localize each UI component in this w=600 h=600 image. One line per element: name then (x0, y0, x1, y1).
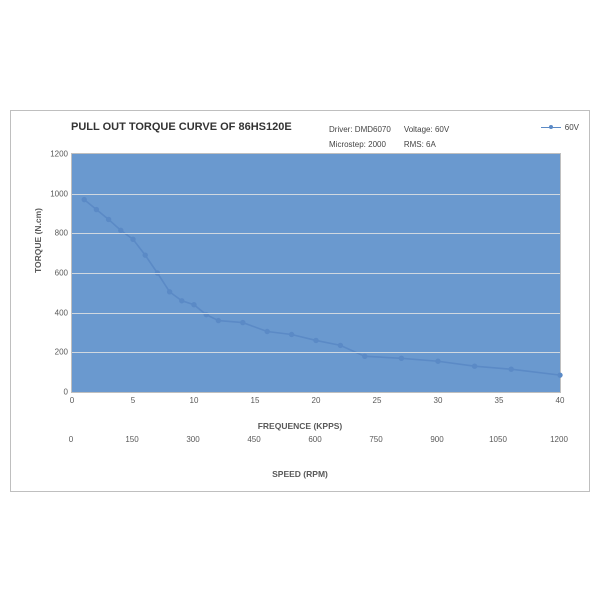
gridline (72, 233, 560, 234)
y-axis-label: TORQUE (N.cm) (33, 208, 43, 273)
meta-microstep-value: 2000 (368, 140, 386, 149)
data-marker (192, 303, 196, 307)
chart-frame: PULL OUT TORQUE CURVE OF 86HS120E Driver… (10, 110, 590, 492)
speed-tick: 300 (186, 435, 199, 444)
x-tick: 10 (190, 396, 199, 405)
y-tick: 1000 (50, 189, 68, 198)
data-marker (558, 373, 562, 377)
meta-rms-label: RMS: (404, 140, 424, 149)
gridline (72, 273, 560, 274)
speed-tick: 0 (69, 435, 73, 444)
meta-voltage-label: Voltage: (404, 125, 433, 134)
legend-marker-icon (541, 127, 561, 128)
x-tick: 30 (434, 396, 443, 405)
data-marker (472, 364, 476, 368)
x-tick: 20 (312, 396, 321, 405)
x-axis-label-speed: SPEED (RPM) (11, 469, 589, 479)
x-tick: 25 (373, 396, 382, 405)
series-line (84, 200, 560, 376)
speed-tick: 1200 (550, 435, 568, 444)
y-tick: 600 (55, 269, 68, 278)
y-tick: 400 (55, 308, 68, 317)
meta-driver-value: DMD6070 (355, 125, 391, 134)
data-marker (167, 290, 171, 294)
meta-voltage-value: 60V (435, 125, 449, 134)
speed-tick: 1050 (489, 435, 507, 444)
legend: 60V (541, 123, 579, 132)
x-tick: 40 (556, 396, 565, 405)
gridline (72, 194, 560, 195)
x-tick: 15 (251, 396, 260, 405)
gridline (72, 313, 560, 314)
data-marker (399, 356, 403, 360)
speed-tick: 750 (369, 435, 382, 444)
data-marker (509, 367, 513, 371)
speed-tick: 150 (125, 435, 138, 444)
x-tick: 5 (131, 396, 135, 405)
gridline (72, 352, 560, 353)
meta-microstep-label: Microstep: (329, 140, 366, 149)
data-marker (289, 332, 293, 336)
data-marker (216, 318, 220, 322)
meta-block: Driver: DMD6070 Voltage: 60V Microstep: … (326, 121, 461, 153)
legend-label: 60V (565, 123, 579, 132)
x-tick: 0 (70, 396, 74, 405)
data-marker (143, 253, 147, 257)
speed-tick: 600 (308, 435, 321, 444)
y-tick: 0 (64, 388, 68, 397)
data-marker (82, 197, 86, 201)
data-marker (241, 320, 245, 324)
speed-tick: 450 (247, 435, 260, 444)
plot-area: 0200400600800100012000510152025303540 (71, 153, 561, 393)
data-marker (436, 359, 440, 363)
meta-rms-value: 6A (426, 140, 436, 149)
data-marker (180, 299, 184, 303)
data-marker (131, 237, 135, 241)
x-axis-label-frequency: FREQUENCE (KPPS) (11, 421, 589, 431)
data-marker (265, 329, 269, 333)
speed-tick: 900 (430, 435, 443, 444)
data-marker (314, 338, 318, 342)
chart-title: PULL OUT TORQUE CURVE OF 86HS120E (71, 121, 292, 133)
y-tick: 1200 (50, 150, 68, 159)
y-tick: 800 (55, 229, 68, 238)
data-marker (363, 354, 367, 358)
data-marker (119, 228, 123, 232)
data-marker (94, 207, 98, 211)
data-marker (106, 217, 110, 221)
x-tick: 35 (495, 396, 504, 405)
y-tick: 200 (55, 348, 68, 357)
meta-driver-label: Driver: (329, 125, 353, 134)
data-marker (338, 343, 342, 347)
